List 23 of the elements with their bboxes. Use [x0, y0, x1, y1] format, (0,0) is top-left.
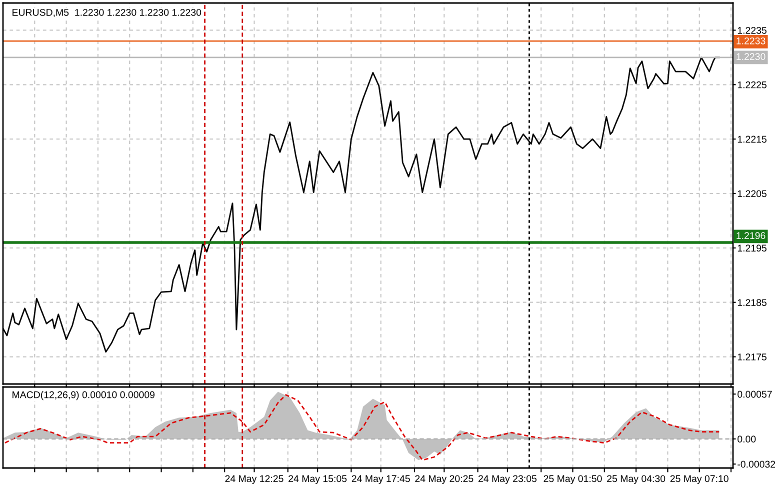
y-tick-label: 1.2205 — [738, 190, 766, 198]
x-tick-label: 25 May 07:10 — [670, 475, 728, 484]
y-tick-label: 1.2185 — [738, 299, 766, 306]
x-tick-label: 25 May 04:30 — [607, 475, 666, 484]
ref-line-label: 1.2233 — [736, 37, 766, 44]
ref-line-label: 1.2196 — [736, 232, 766, 240]
x-tick-label: 24 May 23:05 — [478, 475, 537, 484]
y-tick-label: -0.00032 — [738, 460, 776, 468]
y-tick-label: 0.00 — [738, 436, 756, 443]
x-tick-label: 24 May 15:05 — [288, 475, 347, 484]
x-tick-label: 25 May 01:50 — [544, 475, 602, 484]
y-tick-label: 0.00057 — [738, 390, 772, 398]
y-tick-label: 1.2215 — [738, 136, 766, 143]
x-tick-label: 24 May 12:25 — [225, 475, 284, 484]
y-tick-label: 1.2195 — [738, 244, 766, 252]
text: EURUSD,M5 1.2230 1.2230 1.2230 1.2230 — [12, 8, 202, 18]
ref-line-label: 1.2230 — [736, 53, 766, 60]
chart-title: MACD(12,26,9) 0.00010 0.00009 — [12, 391, 155, 400]
x-tick-label: 24 May 20:25 — [415, 475, 474, 484]
x-tick-label: 24 May 17:45 — [352, 475, 410, 484]
y-tick-label: 1.2235 — [738, 26, 766, 34]
y-tick-label: 1.2175 — [738, 354, 766, 360]
y-tick-label: 1.2225 — [738, 81, 766, 88]
